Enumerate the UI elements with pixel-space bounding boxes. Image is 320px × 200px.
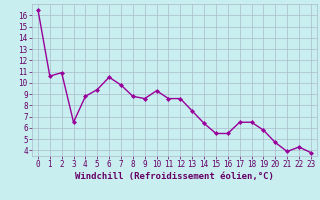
X-axis label: Windchill (Refroidissement éolien,°C): Windchill (Refroidissement éolien,°C) [75, 172, 274, 181]
